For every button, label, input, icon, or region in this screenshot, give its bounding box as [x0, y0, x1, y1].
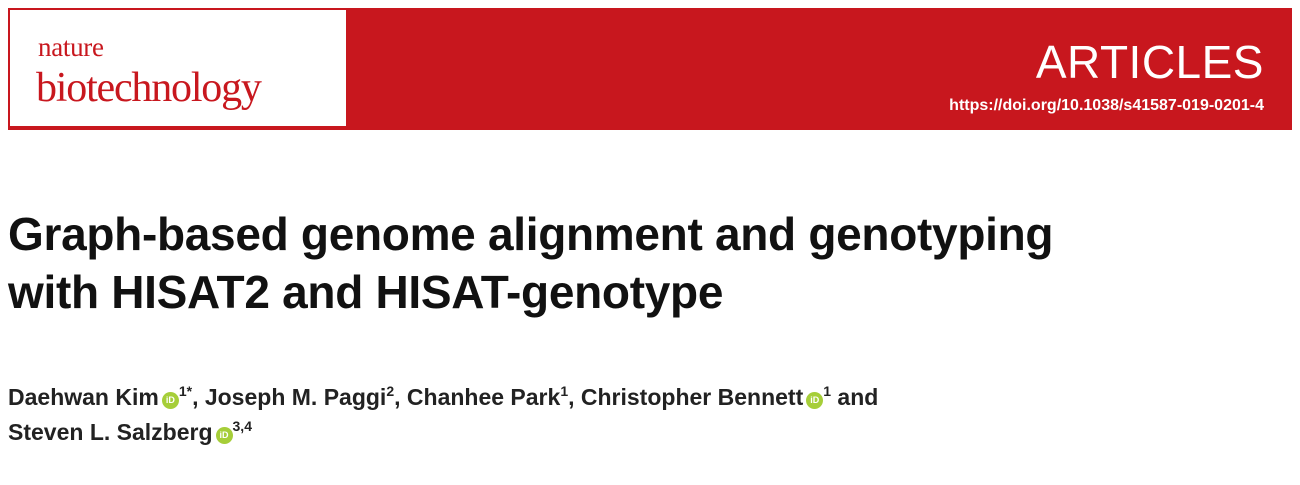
author-name[interactable]: Joseph M. Paggi [204, 384, 387, 410]
article-title: Graph-based genome alignment and genotyp… [8, 205, 1288, 321]
author-name[interactable]: Steven L. Salzberg [8, 419, 213, 445]
section-label: ARTICLES [1035, 36, 1264, 88]
doi-link[interactable]: https://doi.org/10.1038/s41587-019-0201-… [949, 97, 1264, 114]
affiliation-marker: 2 [386, 383, 395, 399]
orcid-icon[interactable]: iD [806, 392, 824, 409]
author: Steven L. Salzberg iD3,4 [8, 419, 252, 445]
author: Chanhee Park1, [407, 384, 581, 410]
author: Daehwan Kim iD1*, [8, 384, 205, 410]
orcid-icon[interactable]: iD [161, 392, 179, 409]
author-separator: and [831, 384, 879, 410]
journal-logo[interactable]: nature biotechnology [10, 10, 346, 126]
author-name[interactable]: Daehwan Kim [8, 384, 159, 410]
title-line-1: Graph-based genome alignment and genotyp… [8, 208, 1054, 260]
logo-text-nature: nature [38, 32, 104, 62]
logo-text-biotechnology: biotechnology [36, 65, 262, 111]
affiliation-marker: 1* [178, 383, 193, 399]
author: Joseph M. Paggi2, [205, 384, 407, 410]
title-line-2: with HISAT2 and HISAT-genotype [8, 266, 724, 318]
author-separator: , [568, 384, 581, 410]
author-separator: , [192, 384, 205, 410]
author-name[interactable]: Christopher Bennett [580, 384, 804, 410]
author: Christopher Bennett iD1 and [581, 384, 878, 410]
author-list: Daehwan Kim iD1*, Joseph M. Paggi2, Chanh… [8, 380, 1288, 450]
affiliation-marker: 1 [560, 383, 569, 399]
author-name[interactable]: Chanhee Park [406, 384, 561, 410]
affiliation-marker: 3,4 [232, 418, 252, 434]
orcid-icon[interactable]: iD [215, 427, 233, 444]
author-separator: , [394, 384, 407, 410]
affiliation-marker: 1 [823, 383, 832, 399]
